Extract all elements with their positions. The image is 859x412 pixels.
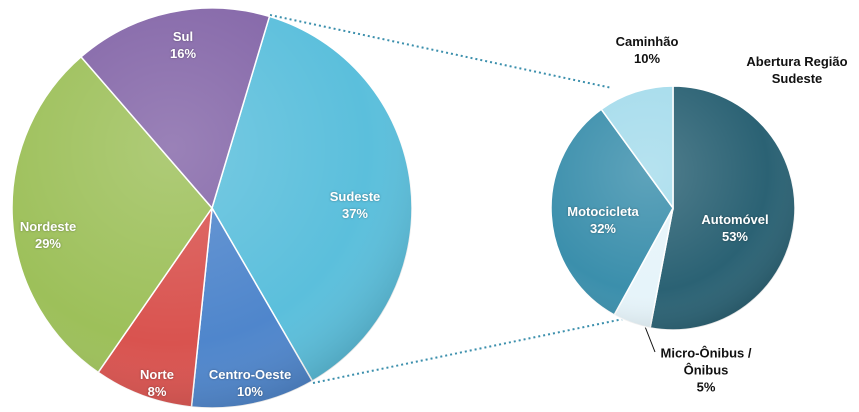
slice-name: Sudeste: [329, 189, 381, 204]
data-label: Automóvel 53%: [701, 211, 768, 245]
slice-value: 8%: [147, 384, 167, 399]
slice-value: 10%: [633, 51, 661, 66]
data-label: Caminhão 10%: [616, 33, 679, 67]
slice-value: 16%: [169, 46, 197, 61]
slice-value: 53%: [721, 229, 749, 244]
slice-name: Centro-Oeste: [208, 367, 292, 382]
connector: [312, 317, 629, 384]
slice-name: Caminhão: [615, 34, 679, 49]
pie-title: Abertura Região Sudeste: [746, 54, 848, 86]
slice-name: Automóvel: [701, 212, 769, 227]
data-label: Nordeste 29%: [20, 218, 76, 252]
slice-value: 10%: [236, 384, 264, 399]
data-label: Centro-Oeste 10%: [209, 366, 291, 400]
slice-value: 32%: [589, 221, 617, 236]
data-label: Norte 8%: [140, 366, 174, 400]
connector: [269, 14, 613, 89]
data-label: Micro-Ônibus / Ônibus 5%: [651, 345, 761, 396]
slice-name: Micro-Ônibus / Ônibus: [660, 345, 752, 378]
slice-name: Motocicleta: [567, 204, 639, 219]
slice-value: 37%: [341, 206, 369, 221]
slice-name: Sul: [172, 29, 194, 44]
slice-value: 29%: [34, 236, 62, 251]
data-label: Motocicleta 32%: [567, 203, 639, 237]
data-label: Sudeste 37%: [330, 188, 381, 222]
data-label: Sul 16%: [170, 28, 196, 62]
slice-name: Nordeste: [19, 219, 77, 234]
slice-value: 5%: [696, 379, 716, 395]
slice-name: Norte: [140, 367, 174, 382]
